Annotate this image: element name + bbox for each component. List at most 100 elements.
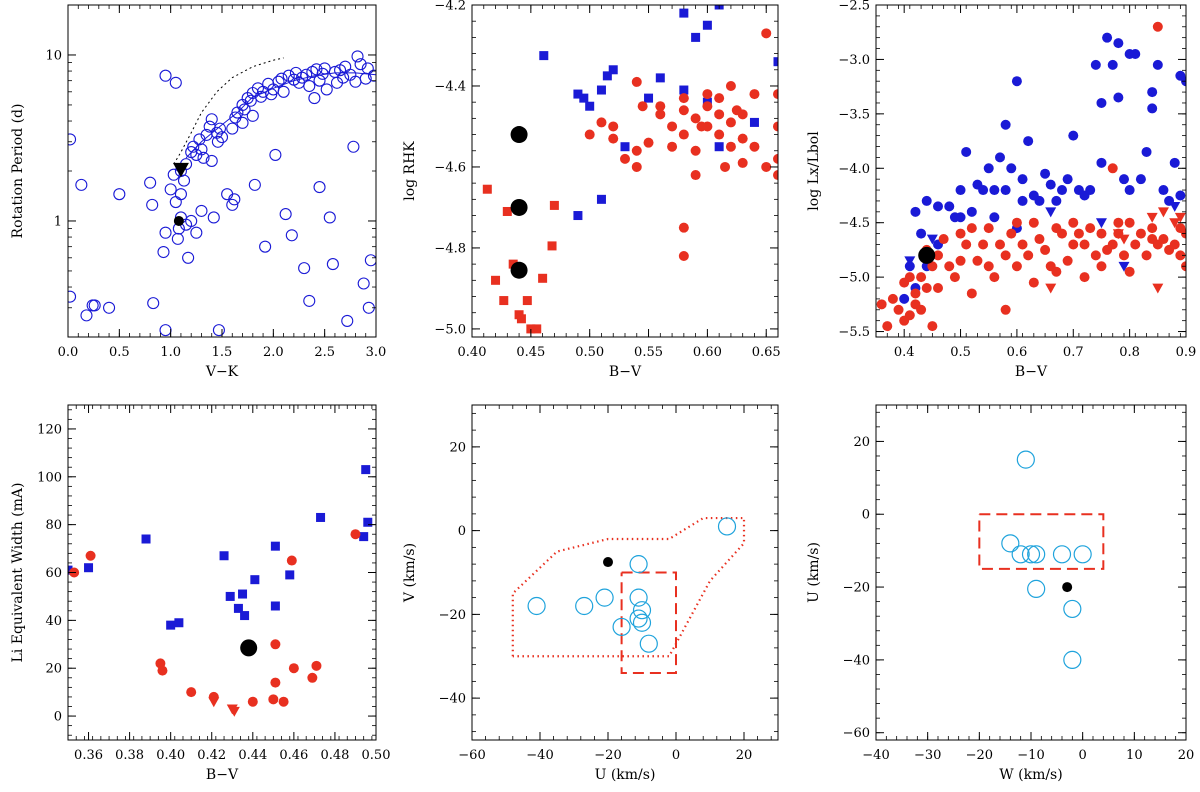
p2-target-star-point-2	[510, 261, 528, 279]
p3-red-circles-point-29	[1000, 250, 1011, 261]
p3-blue-circles-point-3	[910, 206, 921, 217]
p1-comparison-stars-point-13	[164, 183, 177, 196]
p1-xtick-label: 2.0	[263, 345, 284, 360]
p1-comparison-stars-point-51	[244, 94, 257, 107]
p6-frame	[875, 404, 1187, 741]
p1-comparison-stars-point-77	[310, 63, 323, 76]
p3-blue-circles-point-34	[1057, 185, 1067, 196]
p5-group-members-point-6	[632, 601, 652, 620]
p2-red-circles-point-21	[702, 89, 713, 100]
p6-group-members-point-8	[1063, 599, 1082, 619]
p3-red-circles-point-16	[944, 261, 955, 272]
p1-comparison-stars-point-6	[113, 188, 126, 201]
p5-group-members-point-4	[595, 588, 614, 607]
p2-xtick-label: 0.65	[752, 345, 781, 360]
p4-blue-group-point-5	[219, 551, 229, 561]
p2-red-circles-point-38	[773, 121, 778, 132]
p4-ytick-label: 120	[37, 422, 62, 437]
p3-red-circles-point-20	[961, 239, 972, 250]
p5-group-members-point-0	[717, 517, 737, 536]
p5-group-members-point-8	[632, 613, 652, 632]
p3-blue-circles-point-26	[1017, 195, 1028, 206]
p2-red-squares-point-6	[516, 314, 526, 324]
p1-comparison-stars-point-7	[144, 176, 157, 189]
p3-blue-circles-point-45	[1113, 92, 1124, 103]
p2-red-circles-point-40	[773, 170, 778, 181]
p5-x-axis-title: U (km/s)	[595, 767, 656, 783]
p3-red-circles-point-44	[1062, 255, 1073, 266]
p3-red-limits-point-5	[1169, 218, 1181, 229]
p3-red-circles-point-71	[1169, 239, 1180, 250]
p1-comparison-stars-point-76	[308, 92, 321, 105]
p3-blue-circles-point-0	[899, 293, 910, 304]
p6-group-members-point-5	[1052, 545, 1072, 564]
p2-blue-group-point-13	[679, 85, 689, 95]
p3-xtick-label: 0.8	[1119, 345, 1140, 360]
p3-ytick-label: −3.0	[838, 53, 870, 68]
p2-blue-group-point-14	[691, 32, 701, 42]
p3-red-circles-point-76	[899, 277, 910, 288]
p3-blue-circles-point-54	[1147, 103, 1158, 114]
p4-blue-group-point-7	[233, 603, 243, 613]
p3-blue-limits-point-3	[1095, 218, 1107, 229]
p4-blue-group-point-4	[174, 618, 184, 628]
p4-blue-group-point-13	[285, 570, 295, 580]
p3-blue-circles-point-31	[1040, 168, 1051, 179]
p6-xtick-label: −10	[1017, 748, 1044, 763]
p5-xtick-label: −60	[458, 748, 485, 763]
p1-xtick-label: 0.5	[109, 345, 130, 360]
p3-blue-circles-point-20	[995, 152, 1005, 163]
p4-plot-area	[68, 465, 373, 717]
p3-red-circles-point-19	[955, 255, 966, 266]
p2-red-circles-point-24	[714, 109, 725, 120]
p3-blue-circles-point-42	[1096, 97, 1107, 108]
p3-blue-circles-point-55	[1152, 59, 1163, 70]
p1-comparison-stars-point-91	[347, 140, 360, 153]
p2-red-circles-point-41	[637, 101, 648, 112]
p2-blue-group-point-12	[679, 8, 689, 18]
p4-blue-group-point-10	[250, 575, 260, 585]
p1-comparison-stars-point-81	[320, 83, 333, 96]
p1-target-limit-point-0	[172, 162, 189, 178]
p5-region-0	[511, 516, 746, 658]
p2-blue-group-point-5	[596, 194, 606, 204]
p2-blue-group-point-4	[585, 101, 595, 111]
p3-red-circles-point-60	[1124, 217, 1135, 228]
p3-blue-circles-point-9	[944, 201, 955, 212]
p5-xtick-label: 20	[736, 748, 753, 763]
p3-blue-circles-point-53	[1147, 87, 1158, 98]
p3-blue-circles-point-52	[1141, 146, 1152, 157]
p2-ytick-label: −4.4	[434, 79, 466, 94]
p3-red-circles-point-78	[927, 321, 938, 332]
p2-red-squares-point-11	[547, 241, 557, 251]
p1-comparison-stars-point-34	[205, 113, 218, 126]
p2-red-circles-point-44	[731, 105, 742, 116]
p1-comparison-stars-point-15	[169, 196, 182, 209]
p4-xtick-label: 0.48	[320, 748, 349, 763]
p5-ytick-label: −20	[439, 608, 466, 623]
p4-blue-group-point-8	[238, 589, 248, 599]
panel-p6: −40 −30 −20 −10 0 10 20 −60 −40 −20 0 20 W (km/s) U (…	[806, 404, 1194, 783]
p3-red-circles-point-24	[978, 239, 989, 250]
p5-target-star-point-0	[603, 557, 613, 568]
p4-red-circles-point-10	[278, 696, 289, 707]
p1-comparison-stars-point-71	[296, 71, 309, 84]
p2-xtick-label: 0.55	[634, 345, 663, 360]
p2-red-squares-point-9	[532, 324, 542, 334]
p1-comparison-stars-point-103	[103, 301, 116, 314]
p1-comparison-stars-point-9	[147, 297, 160, 310]
p1-comparison-stars-point-83	[326, 258, 339, 271]
p6-group-members-point-3	[1021, 545, 1041, 564]
p1-comparison-stars-point-11	[159, 226, 172, 239]
p2-red-circles-point-33	[749, 89, 760, 100]
p6-xtick-label: −40	[862, 748, 889, 763]
p2-red-circles-point-3	[596, 117, 607, 128]
p2-red-circles-point-16	[678, 222, 689, 233]
p3-ytick-label: −3.5	[838, 107, 870, 122]
p1-comparison-stars-point-44	[226, 198, 239, 211]
p5-region-1	[620, 571, 677, 674]
p1-comparison-stars-point-93	[351, 50, 364, 63]
p2-red-circles-point-20	[690, 170, 701, 181]
p5-ytick-label: 20	[449, 440, 466, 455]
p1-comparison-stars-point-89	[341, 314, 354, 327]
